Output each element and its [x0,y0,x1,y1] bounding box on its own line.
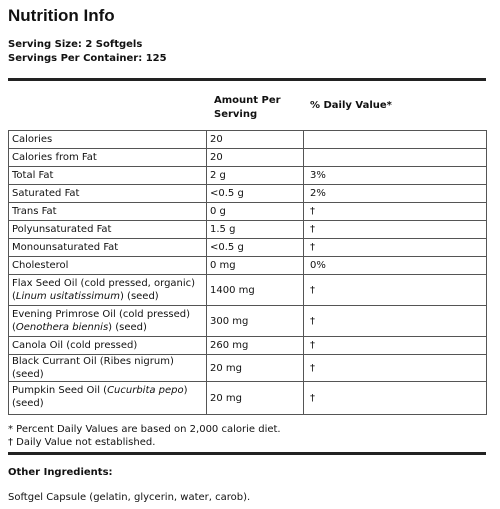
nutrient-dv: † [303,354,487,382]
nutrient-amount: 0 mg [206,256,304,275]
nutrient-name: Monounsaturated Fat [8,238,207,257]
bottom-divider [8,452,486,455]
nutrient-name: Trans Fat [8,202,207,221]
nutrient-amount: 2 g [206,166,304,185]
nutrient-name: Flax Seed Oil (cold pressed, organic) (L… [8,274,207,306]
footnote-not-established: † Daily Value not established. [8,437,156,448]
nutrient-dv: 3% [303,166,487,185]
footnote-daily-values: * Percent Daily Values are based on 2,00… [8,424,281,435]
nutrient-name: Cholesterol [8,256,207,275]
nutrient-amount: <0.5 g [206,184,304,203]
nutrient-dv: † [303,220,487,239]
table-row: Total Fat 2 g 3% [8,166,487,185]
nutrient-amount: 20 [206,148,304,167]
nutrient-dv: † [303,274,487,306]
nutrient-dv: † [303,305,487,337]
nutrient-name: Canola Oil (cold pressed) [8,336,207,355]
nutrient-name: Pumpkin Seed Oil (Cucurbita pepo) (seed) [8,381,207,415]
table-row: Canola Oil (cold pressed) 260 mg † [8,336,487,355]
nutrient-amount: 0 g [206,202,304,221]
table-row: Polyunsaturated Fat 1.5 g † [8,220,487,239]
latin-name: Oenothera biennis [15,322,109,333]
nutrient-name: Saturated Fat [8,184,207,203]
nutrient-name: Evening Primrose Oil (cold pressed) (Oen… [8,305,207,337]
nutrient-amount: 20 mg [206,354,304,382]
nutrient-name: Calories [8,130,207,149]
daily-value-header: % Daily Value* [310,100,392,111]
nutrition-table: Calories 20 Calories from Fat 20 Total F… [8,130,487,415]
footnotes: * Percent Daily Values are based on 2,00… [8,423,281,449]
nutrient-dv [303,130,487,149]
nutrient-dv: 0% [303,256,487,275]
nutrient-name: Total Fat [8,166,207,185]
table-row: Evening Primrose Oil (cold pressed) (Oen… [8,305,487,337]
latin-name: Cucurbita pepo [107,385,184,396]
serving-size: Serving Size: 2 Softgels [8,39,143,50]
table-row: Trans Fat 0 g † [8,202,487,221]
page-title: Nutrition Info [8,6,115,25]
nutrient-dv: † [303,381,487,415]
nutrient-dv: 2% [303,184,487,203]
nutrient-amount: 20 [206,130,304,149]
nutrient-dv: † [303,202,487,221]
latin-name: Linum usitatissimum [15,291,120,302]
nutrient-dv [303,148,487,167]
nutrient-amount: 300 mg [206,305,304,337]
top-divider [8,78,486,81]
table-row: Pumpkin Seed Oil (Cucurbita pepo) (seed)… [8,381,487,415]
nutrient-dv: † [303,238,487,257]
nutrient-amount: 1400 mg [206,274,304,306]
table-row: Flax Seed Oil (cold pressed, organic) (L… [8,274,487,306]
nutrient-amount: 260 mg [206,336,304,355]
table-row: Calories 20 [8,130,487,149]
table-row: Saturated Fat <0.5 g 2% [8,184,487,203]
table-row: Monounsaturated Fat <0.5 g † [8,238,487,257]
nutrient-amount: <0.5 g [206,238,304,257]
amount-per-serving-header: Amount Per Serving [214,95,281,120]
nutrient-name: Black Currant Oil (Ribes nigrum) (seed) [8,354,207,382]
nutrient-amount: 1.5 g [206,220,304,239]
table-row: Calories from Fat 20 [8,148,487,167]
other-ingredients-text: Softgel Capsule (gelatin, glycerin, wate… [8,492,251,503]
table-row: Black Currant Oil (Ribes nigrum) (seed) … [8,354,487,382]
nutrient-name: Polyunsaturated Fat [8,220,207,239]
servings-per-container: Servings Per Container: 125 [8,53,167,64]
nutrient-dv: † [303,336,487,355]
nutrient-name: Calories from Fat [8,148,207,167]
table-row: Cholesterol 0 mg 0% [8,256,487,275]
nutrient-amount: 20 mg [206,381,304,415]
other-ingredients-heading: Other Ingredients: [8,467,113,478]
